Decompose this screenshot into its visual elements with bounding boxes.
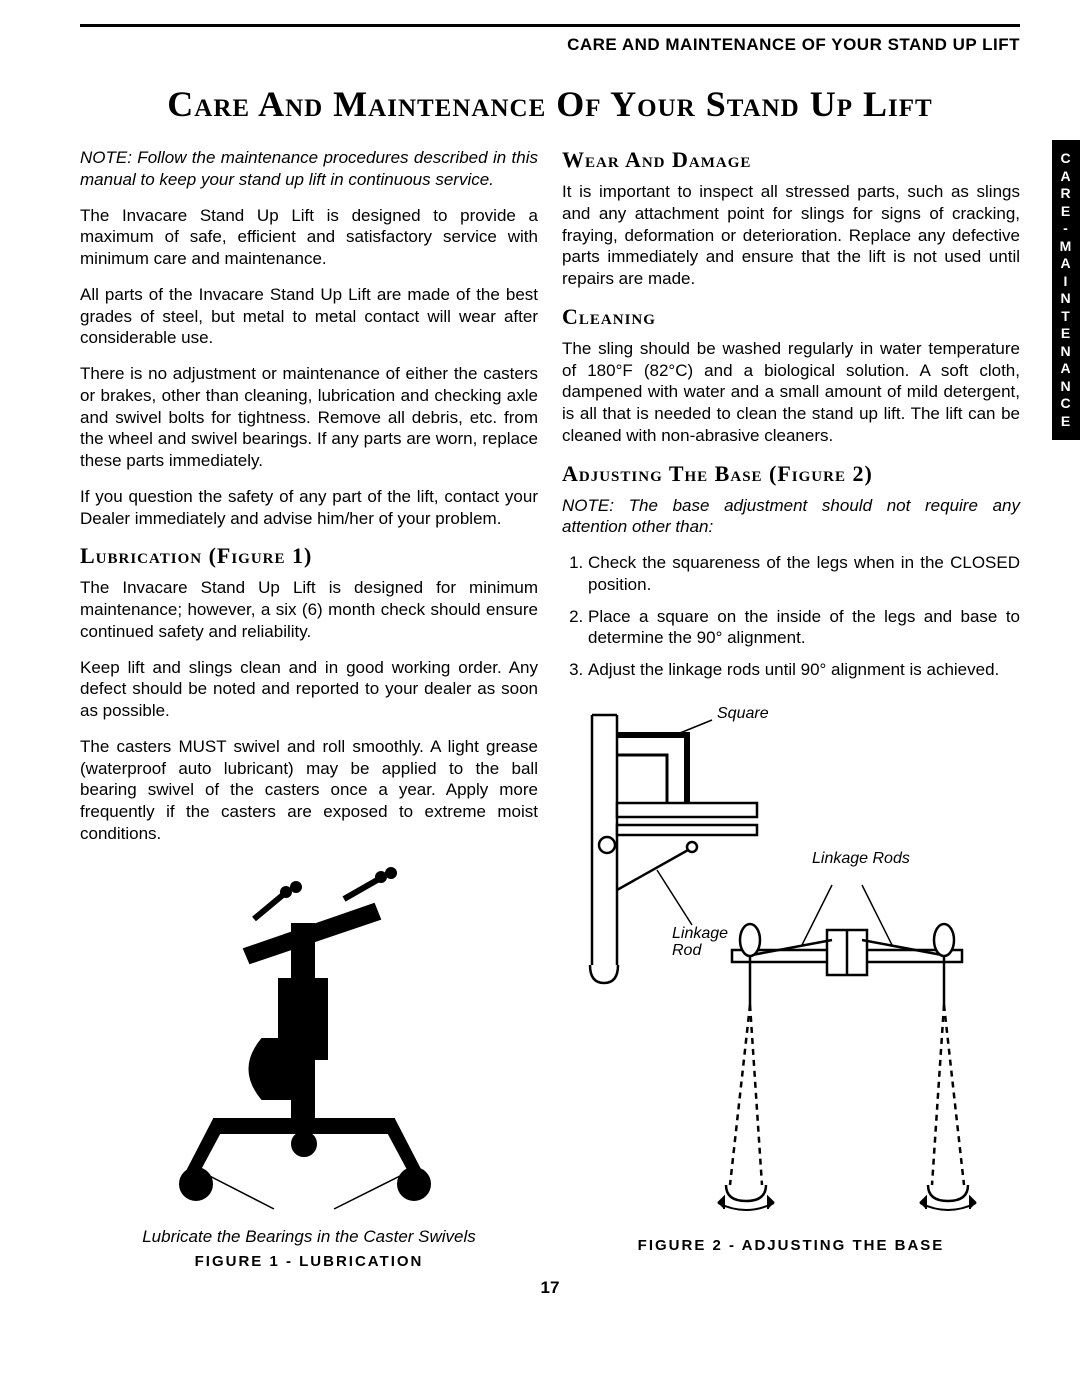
running-head: CARE AND MAINTENANCE OF YOUR STAND UP LI… [80, 35, 1020, 55]
fig2-label-linkage-rods: Linkage Rods [812, 850, 910, 868]
left-column: NOTE: Follow the maintenance procedures … [80, 147, 538, 1270]
side-tab-char: A [1052, 360, 1080, 378]
body-paragraph: Keep lift and slings clean and in good w… [80, 657, 538, 722]
cleaning-heading: Cleaning [562, 304, 1020, 330]
side-tab-char: - [1052, 220, 1080, 238]
side-tab-char: E [1052, 413, 1080, 431]
figure-1-caption-italic: Lubricate the Bearings in the Caster Swi… [80, 1227, 538, 1247]
side-tab-char: I [1052, 273, 1080, 291]
adjust-steps: Check the squareness of the legs when in… [562, 552, 1020, 681]
figure-2: Square Linkage Rods Linkage Rod [562, 695, 1020, 1235]
body-paragraph: If you question the safety of any part o… [80, 486, 538, 530]
lift-silhouette-icon [144, 859, 474, 1219]
body-paragraph: All parts of the Invacare Stand Up Lift … [80, 284, 538, 349]
side-tab-char: N [1052, 378, 1080, 396]
top-rule [80, 24, 1020, 27]
body-paragraph: The casters MUST swivel and roll smoothl… [80, 736, 538, 845]
figure-1 [80, 859, 538, 1219]
side-tab-char: N [1052, 343, 1080, 361]
step-item: Check the squareness of the legs when in… [588, 552, 1020, 596]
adjust-heading: Adjusting The Base (Figure 2) [562, 461, 1020, 487]
intro-note: NOTE: Follow the maintenance procedures … [80, 147, 538, 191]
manual-page: CARE AND MAINTENANCE OF YOUR STAND UP LI… [0, 0, 1080, 1328]
figure-2-caption-bold: FIGURE 2 - ADJUSTING THE BASE [562, 1237, 1020, 1254]
step-item: Adjust the linkage rods until 90° alignm… [588, 659, 1020, 681]
side-tab-char: A [1052, 255, 1080, 273]
figure-1-caption-bold: FIGURE 1 - LUBRICATION [80, 1253, 538, 1270]
base-adjust-diagram-icon [562, 695, 992, 1215]
lubrication-heading: Lubrication (Figure 1) [80, 543, 538, 569]
body-paragraph: The Invacare Stand Up Lift is designed t… [80, 205, 538, 270]
body-paragraph: The Invacare Stand Up Lift is designed f… [80, 577, 538, 642]
page-number: 17 [80, 1278, 1020, 1298]
side-tab-char: C [1052, 395, 1080, 413]
side-tab-char: N [1052, 290, 1080, 308]
adjust-note: NOTE: The base adjustment should not req… [562, 495, 1020, 539]
side-tab-char: E [1052, 203, 1080, 221]
body-paragraph: The sling should be washed regularly in … [562, 338, 1020, 447]
page-title: Care And Maintenance Of Your Stand Up Li… [80, 83, 1020, 125]
side-tab-char: C [1052, 150, 1080, 168]
side-tab-char: M [1052, 238, 1080, 256]
fig2-label-linkage-rod: Linkage Rod [672, 925, 742, 960]
body-paragraph: It is important to inspect all stressed … [562, 181, 1020, 290]
section-tab: C A R E - M A I N T E N A N C E [1052, 140, 1080, 440]
step-item: Place a square on the inside of the legs… [588, 606, 1020, 650]
side-tab-char: T [1052, 308, 1080, 326]
side-tab-char: A [1052, 168, 1080, 186]
side-tab-char: E [1052, 325, 1080, 343]
fig2-label-square: Square [717, 705, 769, 723]
side-tab-char: R [1052, 185, 1080, 203]
body-paragraph: There is no adjustment or maintenance of… [80, 363, 538, 472]
wear-heading: Wear And Damage [562, 147, 1020, 173]
right-column: Wear And Damage It is important to inspe… [562, 147, 1020, 1270]
two-column-layout: NOTE: Follow the maintenance procedures … [80, 147, 1020, 1270]
